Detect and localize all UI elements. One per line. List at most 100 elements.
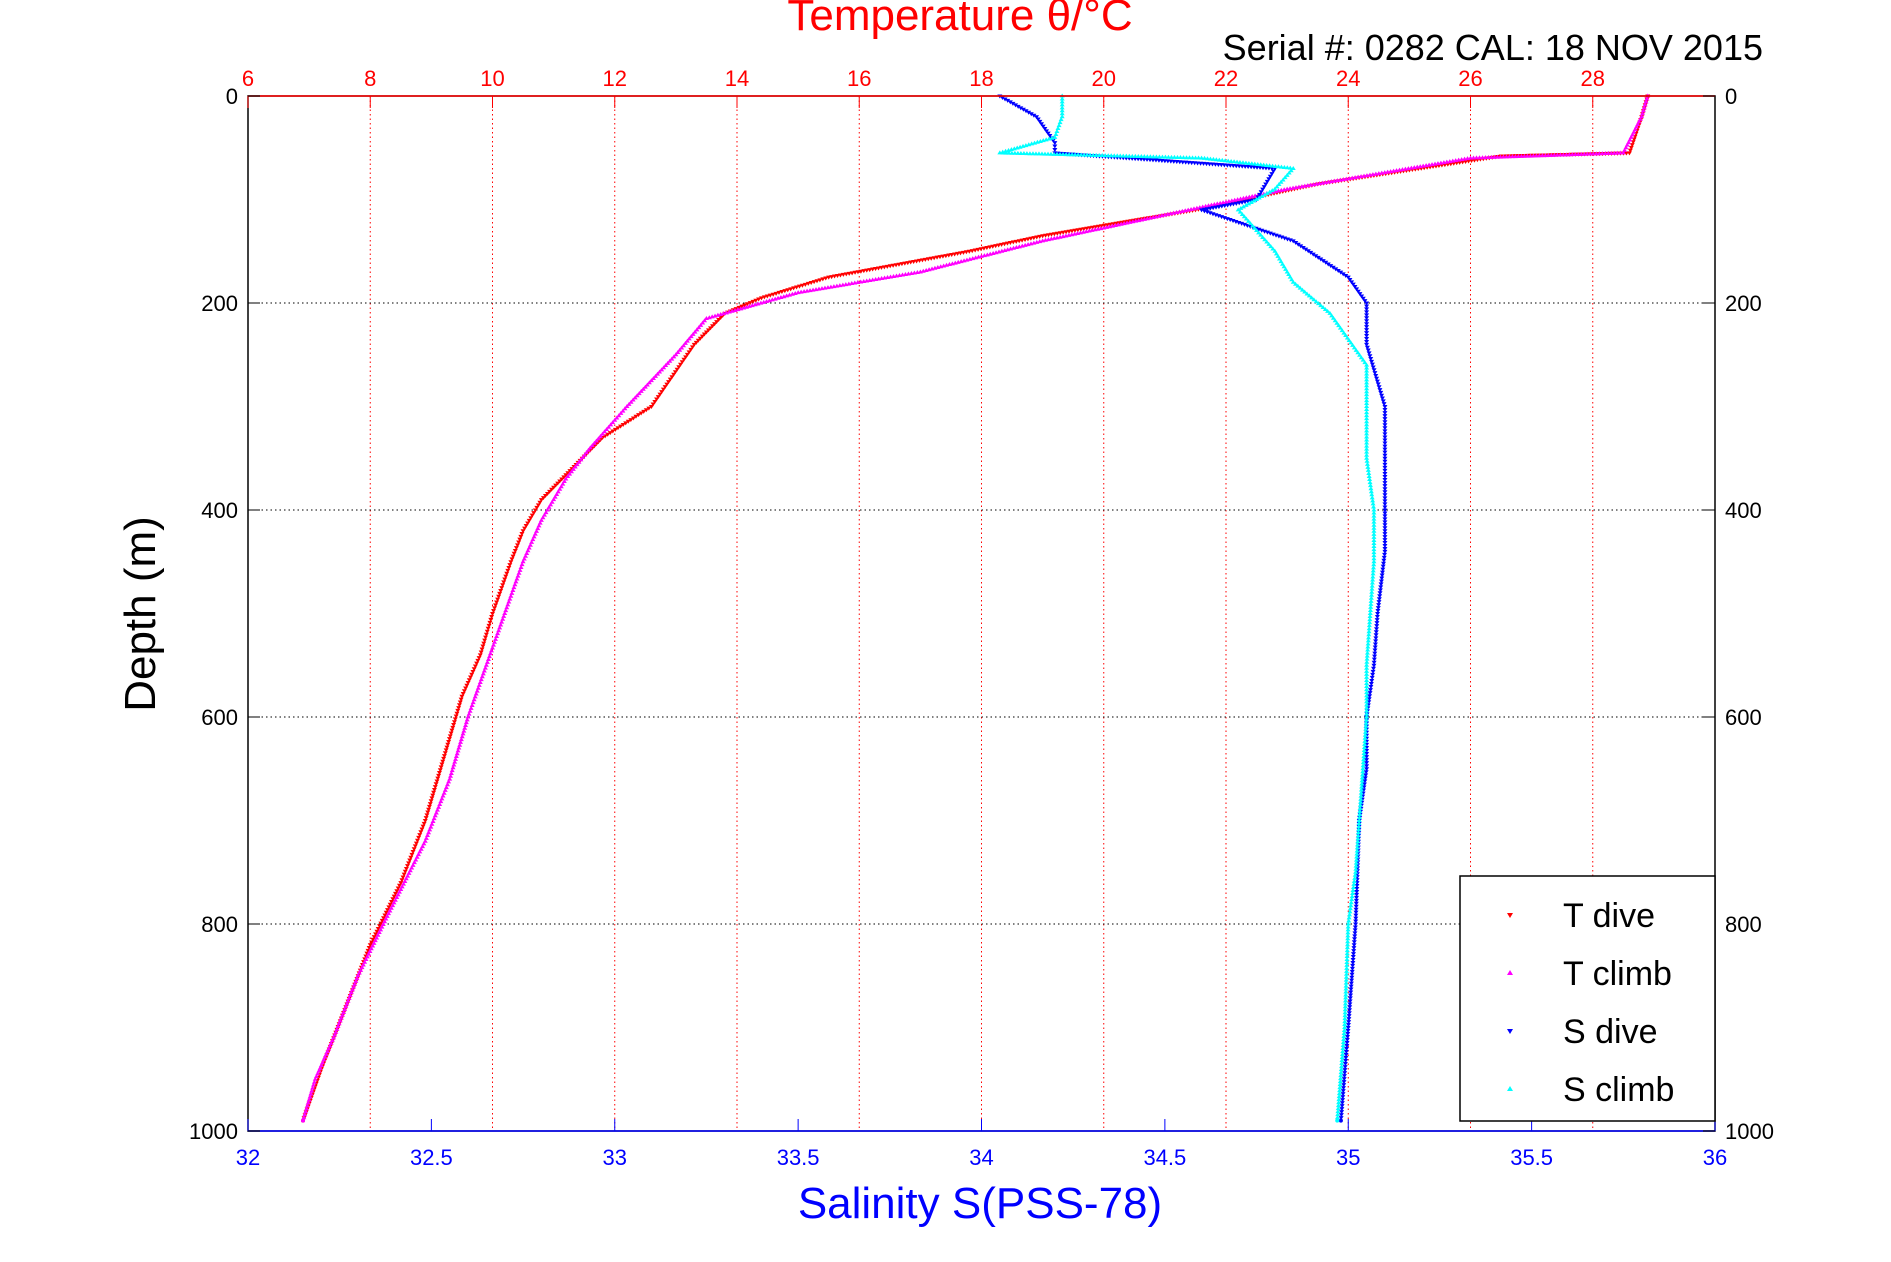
data-point [1260, 234, 1266, 239]
data-point [1345, 1032, 1351, 1037]
data-point [993, 250, 999, 255]
data-point [657, 369, 663, 374]
data-point [999, 95, 1005, 100]
top-tick-label: 12 [603, 66, 627, 91]
data-point [1332, 318, 1338, 323]
data-point [306, 1097, 312, 1102]
data-point [407, 858, 413, 863]
data-point [500, 616, 506, 621]
data-point [1369, 583, 1375, 588]
data-point [1379, 576, 1385, 581]
data-point [1231, 159, 1237, 164]
data-point [1371, 516, 1377, 521]
data-point [1364, 304, 1370, 309]
data-point [501, 613, 507, 618]
data-point [453, 754, 459, 759]
data-point [1347, 1008, 1353, 1013]
data-point [1341, 1086, 1347, 1091]
data-point [692, 329, 698, 334]
data-point [1039, 122, 1045, 127]
data-point [646, 406, 652, 411]
data-point [1053, 131, 1059, 136]
data-point [690, 345, 696, 350]
data-point [1052, 141, 1058, 146]
data-point [1017, 144, 1023, 149]
data-point [1364, 413, 1370, 418]
data-point [1364, 653, 1370, 658]
data-point [1367, 172, 1373, 177]
data-point [1371, 368, 1377, 373]
data-point [451, 720, 457, 725]
data-point [1343, 983, 1349, 988]
data-point [1351, 940, 1357, 945]
legend-box [1459, 875, 1716, 1122]
data-point [1077, 230, 1083, 235]
data-point [1023, 143, 1029, 148]
data-point [1300, 245, 1306, 250]
data-point [1342, 1004, 1348, 1009]
data-point [1006, 147, 1012, 152]
data-point [1450, 158, 1456, 163]
data-point [761, 299, 767, 304]
data-point [414, 838, 420, 843]
data-point [460, 731, 466, 736]
data-point [1366, 351, 1372, 356]
data-point [1364, 452, 1370, 457]
data-point [1366, 623, 1372, 628]
data-point [478, 650, 484, 655]
data-point [1237, 209, 1243, 214]
data-point [1381, 558, 1387, 563]
data-point [451, 723, 457, 728]
data-point [1107, 224, 1113, 229]
data-point [302, 1112, 308, 1117]
data-point [1344, 335, 1350, 340]
data-point [369, 940, 375, 945]
data-point [1261, 162, 1267, 167]
data-point [1364, 371, 1370, 376]
data-point [646, 380, 652, 385]
data-point [718, 311, 724, 316]
data-point [1267, 163, 1273, 168]
data-point [741, 305, 747, 310]
data-point [502, 577, 508, 582]
data-point [499, 619, 505, 624]
data-point [1028, 112, 1034, 117]
data-point [1369, 589, 1375, 594]
data-point [1364, 711, 1370, 716]
data-point [1364, 668, 1370, 673]
data-point [1031, 113, 1037, 118]
data-point [1362, 738, 1368, 743]
data-point [349, 987, 355, 992]
data-point [1011, 146, 1017, 151]
data-point [1382, 423, 1388, 428]
data-point [1374, 621, 1380, 626]
data-point [1273, 251, 1279, 256]
data-point [650, 375, 656, 380]
data-point [420, 824, 426, 829]
data-point [552, 494, 558, 499]
data-point [1365, 644, 1371, 649]
data-point [1364, 650, 1370, 655]
data-point [1019, 243, 1025, 248]
data-point [337, 1018, 343, 1023]
data-point [486, 654, 492, 659]
data-point [1059, 114, 1065, 119]
data-point [1343, 1053, 1349, 1058]
data-point [1020, 107, 1026, 112]
data-point [686, 336, 692, 341]
data-point [622, 406, 628, 411]
data-point [1364, 336, 1370, 341]
data-point [1185, 207, 1191, 212]
data-point [1368, 595, 1374, 600]
data-point [618, 410, 624, 415]
data-point [1343, 986, 1349, 991]
data-point [679, 360, 685, 365]
data-point [1354, 845, 1360, 850]
data-point [744, 304, 750, 309]
data-point [1275, 253, 1281, 258]
data-point [1341, 1080, 1347, 1085]
data-point [1092, 227, 1098, 232]
data-point [516, 540, 522, 545]
data-point [620, 408, 626, 413]
data-point [339, 1012, 345, 1017]
